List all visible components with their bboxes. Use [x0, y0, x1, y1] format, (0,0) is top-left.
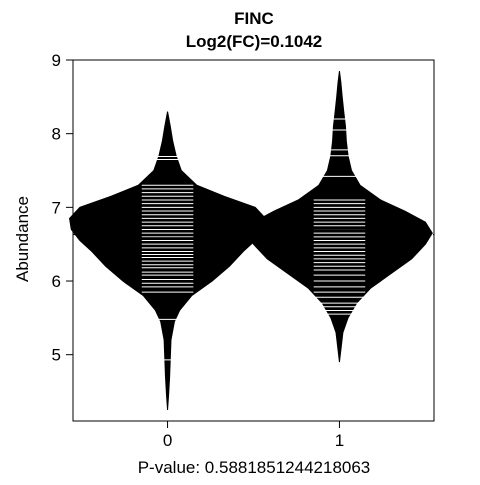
- y-tick-label-3: 8: [52, 125, 61, 144]
- y-axis-label: Abundance: [13, 196, 32, 282]
- chart-subtitle: Log2(FC)=0.1042: [186, 32, 323, 51]
- bean-1: [246, 70, 433, 363]
- y-tick-label-1: 6: [52, 272, 61, 291]
- y-tick-label-0: 5: [52, 346, 61, 365]
- x-tick-label-0: 0: [163, 431, 172, 450]
- plot-area: 5 6 7 8 9 0 1: [52, 51, 435, 450]
- y-tick-label-4: 9: [52, 51, 61, 70]
- chart-title: FINC: [234, 9, 274, 28]
- x-tick-label-1: 1: [335, 431, 344, 450]
- plot-frame: [72, 59, 435, 422]
- y-tick-label-2: 7: [52, 198, 61, 217]
- x-axis-label: P-value: 0.5881851244218063: [138, 458, 371, 477]
